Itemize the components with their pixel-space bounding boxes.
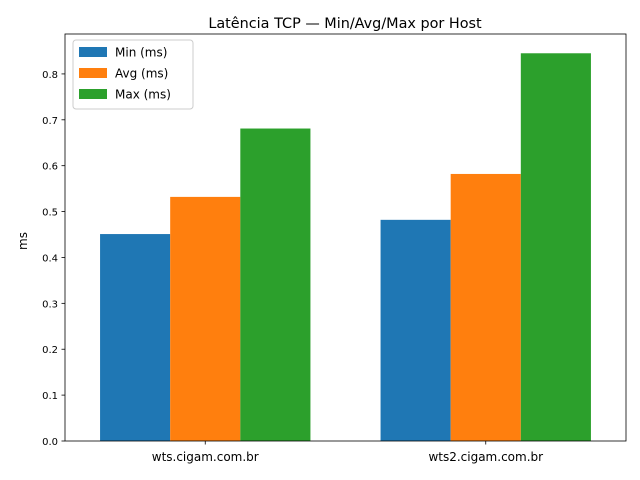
x-tick-label: wts.cigam.com.br <box>152 450 259 464</box>
y-tick-label: 0.3 <box>42 299 58 310</box>
y-tick-label: 0.1 <box>42 391 58 402</box>
y-tick-label: 0.6 <box>42 162 58 173</box>
bar-max-1 <box>520 53 591 442</box>
legend-swatch <box>79 89 107 99</box>
legend-label: Avg (ms) <box>115 67 168 81</box>
y-tick-label: 0.8 <box>42 70 58 81</box>
bar-avg-0 <box>170 196 241 441</box>
y-axis-label: ms <box>16 232 30 250</box>
chart-title: Latência TCP — Min/Avg/Max por Host <box>208 16 482 32</box>
y-tick-label: 0.0 <box>42 437 58 448</box>
bar-min-0 <box>100 234 171 441</box>
y-tick-label: 0.5 <box>42 208 58 219</box>
legend-swatch <box>79 68 107 78</box>
legend-swatch <box>79 47 107 57</box>
bars-group <box>100 53 591 442</box>
bar-max-0 <box>240 128 311 441</box>
axes-group: 0.0 0.1 0.2 0.3 0.4 0.5 0.6 0.7 0.8 wts.cigam.com… <box>42 33 627 464</box>
y-tick-label: 0.2 <box>42 345 58 356</box>
y-tick-label: 0.4 <box>42 253 58 264</box>
bar-min-1 <box>380 219 451 441</box>
plot-frame <box>64 33 627 442</box>
bar-avg-1 <box>450 173 521 441</box>
legend-label: Min (ms) <box>115 46 167 60</box>
legend-label: Max (ms) <box>115 88 171 102</box>
x-tick-label: wts2.cigam.com.br <box>428 450 543 464</box>
legend: Min (ms) Avg (ms) Max (ms) <box>72 39 194 110</box>
y-tick-label: 0.7 <box>42 116 58 127</box>
